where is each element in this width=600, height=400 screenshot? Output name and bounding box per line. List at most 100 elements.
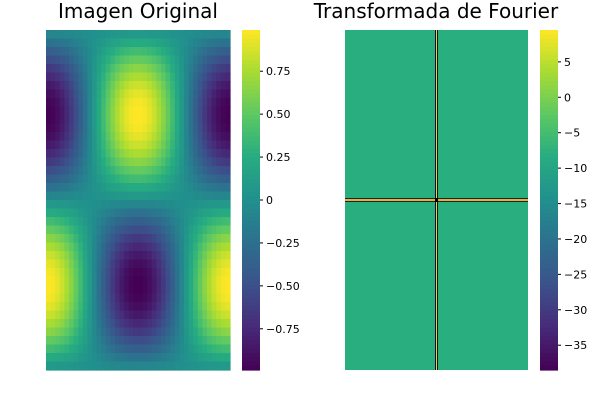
heatmap-cell	[216, 242, 222, 252]
heatmap-cell	[156, 81, 162, 91]
colorbar-segment	[540, 302, 558, 307]
colorbar-segment	[242, 340, 260, 346]
heatmap-cell	[197, 115, 203, 125]
heatmap-cell	[87, 38, 93, 48]
heatmap-cell	[193, 251, 199, 261]
heatmap-cell	[216, 183, 222, 193]
heatmap-cell	[138, 106, 144, 116]
heatmap-cell	[59, 327, 65, 337]
heatmap-cell	[202, 251, 208, 261]
heatmap-cell	[73, 200, 79, 210]
heatmap-cell	[119, 72, 125, 82]
heatmap-cell	[124, 106, 130, 116]
heatmap-cell	[174, 208, 180, 218]
heatmap-cell	[69, 166, 75, 176]
heatmap-cell	[216, 174, 222, 184]
heatmap-cell	[110, 353, 116, 363]
heatmap-cell	[124, 285, 130, 295]
heatmap-cell	[133, 64, 139, 74]
heatmap-cell	[50, 259, 56, 269]
heatmap-cell	[179, 310, 185, 320]
heatmap-cell	[216, 319, 222, 329]
heatmap-cell	[69, 285, 75, 295]
colorbar-segment	[540, 234, 558, 239]
heatmap-cell	[184, 64, 190, 74]
heatmap-cell	[193, 55, 199, 65]
heatmap-cell	[59, 47, 65, 57]
heatmap-cell	[82, 64, 88, 74]
heatmap-cell	[184, 81, 190, 91]
heatmap-cell	[184, 302, 190, 312]
heatmap-cell	[50, 251, 56, 261]
heatmap-cell	[50, 183, 56, 193]
heatmap-cell	[101, 30, 107, 40]
heatmap-cell	[225, 336, 231, 346]
heatmap-cell	[119, 361, 125, 371]
heatmap-cell	[216, 132, 222, 142]
heatmap-cell	[96, 140, 102, 150]
heatmap-cell	[73, 191, 79, 201]
heatmap-cell	[193, 276, 199, 286]
heatmap-cell	[50, 157, 56, 167]
heatmap-cell	[110, 268, 116, 278]
heatmap-cell	[142, 140, 148, 150]
heatmap-cell	[138, 200, 144, 210]
heatmap-cell	[184, 157, 190, 167]
heatmap-cell	[156, 276, 162, 286]
heatmap-cell	[165, 157, 171, 167]
heatmap-cell	[170, 38, 176, 48]
heatmap-cell	[124, 293, 130, 303]
heatmap-cell	[119, 293, 125, 303]
heatmap-cell	[142, 336, 148, 346]
heatmap-cell	[147, 81, 153, 91]
heatmap-cell	[220, 47, 226, 57]
heatmap-cell	[174, 276, 180, 286]
colorbar-segment	[242, 106, 260, 112]
heatmap-cell	[184, 132, 190, 142]
heatmap-cell	[64, 191, 70, 201]
colorbar-segment	[242, 276, 260, 282]
heatmap-cell	[59, 285, 65, 295]
heatmap-cell	[128, 353, 134, 363]
colorbar-segment	[242, 123, 260, 129]
heatmap-cell	[184, 268, 190, 278]
colorbar-segment	[242, 353, 260, 358]
heatmap-cell	[78, 268, 84, 278]
heatmap-cell	[211, 327, 217, 337]
heatmap-cell	[55, 166, 61, 176]
heatmap-cell	[50, 132, 56, 142]
heatmap-cell	[59, 191, 65, 201]
heatmap-cell	[207, 166, 213, 176]
colorbar-segment	[242, 183, 260, 188]
colorbar-segment	[540, 263, 558, 269]
heatmap-cell	[119, 89, 125, 99]
heatmap-cell	[202, 319, 208, 329]
heatmap-cell	[69, 327, 75, 337]
heatmap-cell	[147, 115, 153, 125]
heatmap-cell	[101, 140, 107, 150]
colorbar-tick-label: −25	[564, 268, 587, 281]
colorbar-segment	[540, 251, 558, 256]
heatmap-cell	[78, 200, 84, 210]
heatmap-cell	[55, 55, 61, 65]
heatmap-cell	[138, 123, 144, 133]
heatmap-cell	[161, 302, 167, 312]
colorbar-segment	[242, 140, 260, 146]
heatmap-cell	[101, 200, 107, 210]
heatmap-cell	[211, 191, 217, 201]
heatmap-cell	[188, 132, 194, 142]
heatmap-cell	[184, 115, 190, 125]
heatmap-cell	[82, 47, 88, 57]
heatmap-cell	[133, 47, 139, 57]
colorbar-segment	[540, 123, 558, 129]
heatmap-cell	[50, 225, 56, 235]
heatmap-cell	[165, 30, 171, 40]
heatmap-cell	[179, 208, 185, 218]
heatmap-cell	[59, 157, 65, 167]
heatmap-cell	[128, 361, 134, 371]
heatmap-cell	[78, 157, 84, 167]
heatmap-cell	[170, 123, 176, 133]
heatmap-cell	[151, 293, 157, 303]
heatmap-cell	[138, 166, 144, 176]
heatmap-cell	[73, 149, 79, 159]
